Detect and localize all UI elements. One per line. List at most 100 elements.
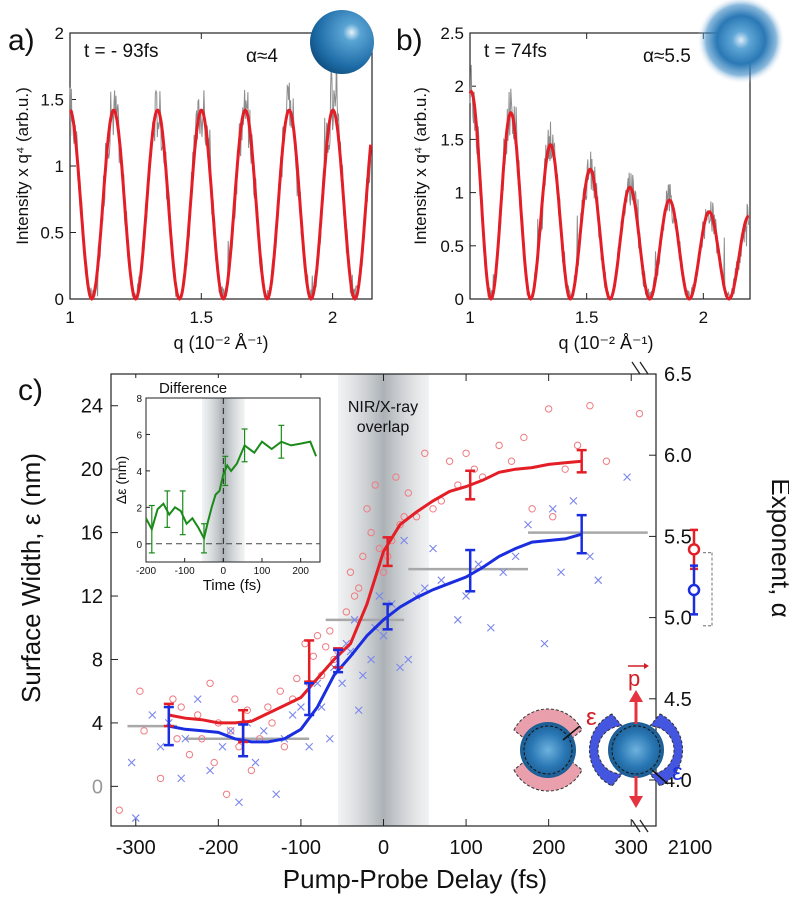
- y-tick-label: 1.5: [40, 91, 64, 110]
- inset-y-tick-label: 4: [136, 467, 142, 478]
- red-surface-width-line: [168, 459, 582, 725]
- panel-a-ticks: 1 1.5 2 0 0.5 1 1.5 2: [40, 24, 337, 327]
- inset-y-tick-label: 8: [136, 394, 142, 405]
- red-circle-point: [371, 481, 379, 489]
- blue-cross-point: [354, 706, 363, 715]
- y-tick-label-right: 5.0: [664, 608, 692, 630]
- red-circle-point: [140, 727, 148, 735]
- blue-cross-point: [127, 758, 136, 767]
- cross-stroke: [354, 706, 363, 715]
- cross-stroke: [305, 742, 314, 751]
- cross-stroke: [511, 552, 520, 561]
- cross-stroke: [367, 655, 376, 664]
- inset-x-tick-label: -200: [136, 566, 156, 577]
- red-circle-point: [185, 750, 194, 759]
- cross-stroke: [557, 568, 565, 577]
- y-tick-label: 0: [55, 290, 64, 309]
- cross-stroke: [156, 742, 165, 751]
- inset-ticks: -200 -100 0 100 200 0 2 4 6 8: [136, 394, 309, 577]
- cross-stroke: [437, 576, 446, 585]
- blue-cross-point: [235, 798, 243, 807]
- red-circle-point: [375, 544, 384, 553]
- red-circle-point: [293, 674, 301, 683]
- red-circle-point: [507, 457, 516, 465]
- red-circle-point: [635, 409, 644, 418]
- red-circle-point: [573, 441, 582, 450]
- blue-cross-point: [156, 742, 165, 751]
- momentum-arrowhead-down: [629, 796, 643, 808]
- inset-error-bar: [148, 504, 155, 554]
- x-tick-label: 300: [615, 837, 648, 859]
- cross-stroke: [317, 703, 326, 711]
- overlap-label-line1: NIR/X-ray: [348, 399, 418, 416]
- y-tick-label-left: 24: [81, 396, 103, 418]
- panel-a-ylabel: Intensity x q⁴ (arb.u.): [13, 87, 32, 245]
- right-epsilon-label: ε: [672, 759, 683, 786]
- red-circle-point: [528, 505, 536, 513]
- panel-b-fit-line: [468, 89, 750, 301]
- x-tick-label: 200: [532, 837, 565, 859]
- blue-cross-point: [259, 726, 268, 735]
- cross-stroke: [358, 671, 367, 680]
- error-bar: [382, 602, 393, 631]
- error-bar: [163, 705, 174, 747]
- blue-cross-point: [429, 544, 437, 553]
- panel-a-alpha-annotation: α≈4: [246, 46, 278, 67]
- red-circle-point: [429, 505, 437, 513]
- x-tick-label: 1.5: [575, 308, 599, 327]
- blue-cross-point: [437, 576, 446, 585]
- panel-b-ticks: 1 1.5 2 0 0.5 1 1.5 2 2.5: [440, 24, 708, 327]
- red-circle-point: [206, 679, 214, 687]
- red-circle-point: [495, 441, 503, 450]
- panel-a-frame: [69, 32, 373, 300]
- red-circle-point: [222, 790, 231, 798]
- cross-stroke: [404, 655, 413, 664]
- blue-cross-point: [511, 552, 520, 561]
- red-circle-point: [520, 433, 528, 442]
- cross-stroke: [569, 496, 578, 505]
- cross-stroke: [131, 814, 140, 822]
- red-circle-point: [177, 703, 185, 711]
- error-bar: [576, 513, 587, 555]
- red-circle-point: [231, 695, 239, 703]
- y-tick-label: 0: [455, 290, 464, 309]
- cross-stroke: [548, 504, 557, 513]
- red-circle-point: [350, 592, 359, 600]
- blue-cross-point: [486, 623, 495, 632]
- y-tick-label-right: 5.5: [664, 526, 692, 548]
- blue-cross-point: [586, 552, 594, 561]
- cross-stroke: [594, 576, 603, 585]
- inset-xlabel: Time (fs): [203, 577, 262, 594]
- red-circle-point: [326, 627, 334, 635]
- blue-cross-point: [557, 568, 565, 577]
- cross-stroke: [400, 536, 409, 545]
- blue-cross-point: [548, 504, 557, 513]
- panel-b-ylabel: Intensity x q⁴ (arb.u.): [411, 87, 430, 245]
- red-circle-point: [198, 735, 206, 743]
- panel-c-ticks: -300 -200 -100 0 100 200 300 2100048121620244.0…: [81, 364, 713, 859]
- y-tick-label: 1: [55, 157, 64, 176]
- panel-c: c) -300 -200 -100 0 100 200 300 210004812162024…: [16, 361, 789, 894]
- x-tick-label: 2: [328, 308, 337, 327]
- red-circle-point: [313, 631, 322, 640]
- blue-cross-point: [181, 734, 190, 743]
- error-bar: [333, 648, 344, 674]
- red-circle-point: [561, 465, 569, 473]
- panel-a-xlabel: q (10⁻² Å⁻¹): [173, 333, 268, 353]
- red-circle-point: [173, 735, 181, 743]
- panel-a-time-annotation: t = - 93fs: [84, 41, 158, 62]
- y-tick-label: 1: [455, 184, 464, 203]
- cross-stroke: [325, 734, 334, 743]
- blue-cross-point: [288, 711, 297, 719]
- red-circle-point: [227, 727, 235, 735]
- panel-b-time-annotation: t = 74fs: [484, 41, 547, 62]
- x-tick-label: 2: [699, 308, 708, 327]
- alpha-marker: [687, 583, 701, 597]
- error-bar: [465, 469, 476, 501]
- blue-cross-point: [297, 703, 305, 711]
- blue-cross-point: [325, 734, 334, 743]
- panel-b-raw-data-line: [469, 64, 750, 299]
- blue-cross-point: [367, 655, 376, 664]
- cross-stroke: [375, 592, 384, 600]
- cross-stroke: [396, 663, 404, 672]
